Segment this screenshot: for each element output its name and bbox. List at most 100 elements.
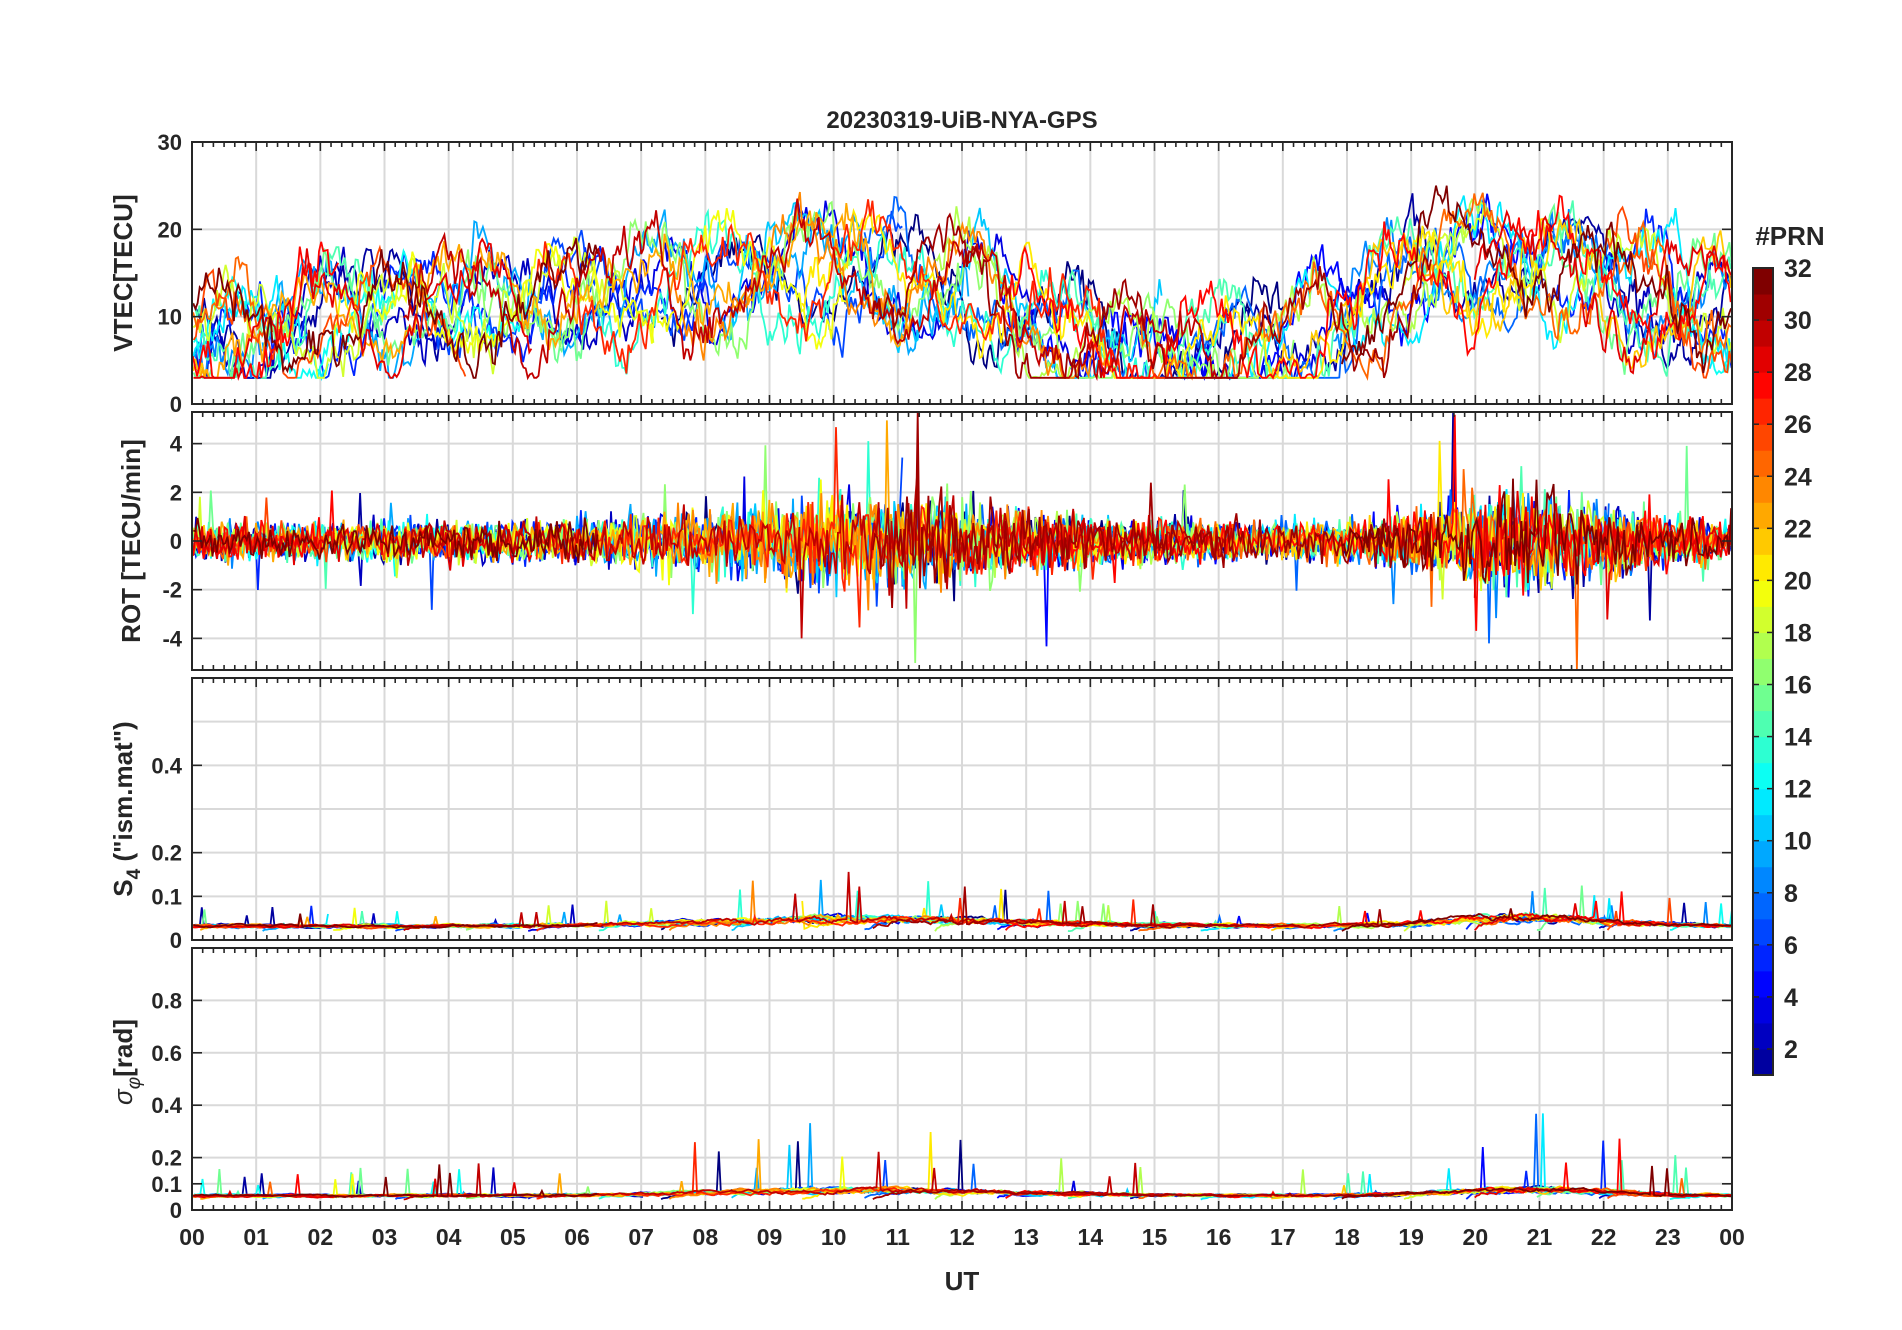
- colorbar-segment-prn-29: [1753, 346, 1773, 373]
- panel-sigma-frame: [191, 947, 1733, 1211]
- y-tick-label: 0.2: [151, 841, 182, 866]
- x-tick-label: 04: [436, 1224, 462, 1250]
- x-tick-label: 14: [1078, 1224, 1104, 1250]
- x-tick-label: 05: [500, 1224, 526, 1250]
- panel-s4-grid: [192, 678, 1732, 940]
- panel-vtec-series: [192, 185, 1732, 382]
- colorbar-segment-prn-18: [1753, 632, 1773, 659]
- y-tick-label: -2: [162, 578, 182, 603]
- series-line-prn-30: [402, 474, 1239, 639]
- colorbar-segment-prn-6: [1753, 944, 1773, 972]
- colorbar-segment-prn-12: [1753, 788, 1773, 816]
- series-line-prn-28: [1004, 194, 1732, 380]
- colorbar-tick-label: 14: [1784, 724, 1812, 752]
- series-line-prn-32: [1341, 478, 1732, 585]
- panel-s4-series: [192, 871, 1732, 933]
- colorbar-segment-prn-4: [1753, 996, 1773, 1024]
- x-tick-label: 19: [1398, 1224, 1424, 1250]
- panel-sigma-grid: [192, 948, 1732, 1210]
- series-line-prn-32: [1341, 185, 1732, 374]
- colorbar-tick-label: 2: [1784, 1036, 1798, 1064]
- panel-sigma-ylabel-main: σ: [108, 1088, 138, 1105]
- colorbar-segment-prn-14: [1753, 736, 1773, 764]
- x-tick-label: 18: [1334, 1224, 1360, 1250]
- panel-s4-frame: [191, 677, 1733, 941]
- x-tick-label: 02: [308, 1224, 334, 1250]
- panel-vtec-ylabel: VTEC[TECU]: [108, 194, 138, 351]
- colorbar-tick-label: 8: [1784, 880, 1798, 908]
- colorbar-segment-prn-28: [1753, 372, 1773, 399]
- colorbar-segment-prn-10: [1753, 840, 1773, 868]
- x-tick-label: 22: [1591, 1224, 1617, 1250]
- x-tick-label: 00: [1719, 1224, 1745, 1250]
- panel-vtec: 0 10 20 30 VTEC[TECU]: [108, 130, 1733, 417]
- series-line-prn-32: [193, 517, 599, 564]
- y-tick-label: -4: [162, 626, 182, 651]
- colorbar-segment-prn-11: [1753, 814, 1773, 842]
- panel-vtec-frame: [191, 141, 1733, 405]
- colorbar-segment-prn-17: [1753, 658, 1773, 686]
- y-tick-label: 0: [170, 1198, 182, 1223]
- series-line-prn-26: [1606, 205, 1732, 379]
- x-tick-label: 16: [1206, 1224, 1232, 1250]
- colorbar-segment-prn-5: [1753, 970, 1773, 998]
- x-tick-label: 21: [1527, 1224, 1553, 1250]
- x-tick-label: 10: [821, 1224, 847, 1250]
- colorbar-tick-label: 22: [1784, 515, 1812, 543]
- series-line-prn-21: [801, 207, 1554, 380]
- series-line-prn-25: [192, 255, 274, 333]
- x-tick-label: 00: [179, 1224, 205, 1250]
- y-tick-label: 0.6: [151, 1041, 182, 1066]
- series-line-prn-32: [193, 913, 598, 929]
- colorbar-segment-prn-24: [1753, 476, 1773, 503]
- x-axis-label: UT: [945, 1266, 980, 1296]
- colorbar-segment-prn-30: [1753, 320, 1773, 347]
- series-line-prn-31: [871, 212, 1432, 380]
- y-tick-label: 0.2: [151, 1146, 182, 1171]
- colorbar-segment-prn-19: [1753, 606, 1773, 633]
- series-line-prn-31: [872, 1188, 1432, 1200]
- colorbar-segment-prn-26: [1753, 424, 1773, 451]
- series-line-prn-30: [403, 1151, 1238, 1201]
- panel-s4: 0 0.1 0.2 0.4 S4 ("ism.mat"): [108, 677, 1733, 953]
- colorbar-segment-prn-15: [1753, 710, 1773, 738]
- series-line-prn-15: [1067, 200, 1732, 380]
- colorbar-tick-label: 18: [1784, 619, 1812, 647]
- panel-rot-frame: [191, 411, 1733, 671]
- colorbar-tick-label: 32: [1784, 255, 1812, 283]
- colorbar-tick-label: 4: [1784, 984, 1798, 1012]
- colorbar-segment-prn-16: [1753, 684, 1773, 712]
- series-line-prn-29: [1473, 490, 1732, 620]
- y-tick-label: 0: [170, 928, 182, 953]
- series-line-prn-20: [332, 208, 847, 360]
- x-tick-label: 20: [1463, 1224, 1489, 1250]
- y-tick-label: 10: [158, 305, 182, 330]
- panel-rot: -4 -2 0 2 4 ROT [TECU/min]: [116, 411, 1733, 671]
- panel-sigma-ticks: 00.10.2 0.4 0.6 0.8: [151, 948, 1733, 1223]
- colorbar-segment-prn-22: [1753, 528, 1773, 555]
- series-line-prn-29: [193, 237, 533, 381]
- x-tick-label: 13: [1013, 1224, 1039, 1250]
- y-tick-label: 0: [170, 392, 182, 417]
- panel-s4-ylabel-rest: ("ism.mat"): [108, 721, 138, 868]
- y-tick-label: 0.8: [151, 988, 182, 1013]
- colorbar-segment-prn-27: [1753, 398, 1773, 425]
- panel-s4-ylabel: S4 ("ism.mat"): [108, 721, 145, 896]
- panel-rot-ylabel: ROT [TECU/min]: [116, 439, 146, 643]
- panel-s4-ylabel-main: S: [108, 879, 138, 896]
- chart-title: 20230319-UiB-NYA-GPS: [826, 107, 1097, 134]
- series-line-prn-32: [192, 237, 599, 379]
- colorbar-segment-prn-21: [1753, 554, 1773, 581]
- colorbar-segment-prn-7: [1753, 918, 1773, 946]
- series-line-prn-32: [193, 1164, 598, 1199]
- panel-sigma-series: [192, 1113, 1732, 1201]
- colorbar-segment-prn-25: [1753, 450, 1773, 477]
- colorbar-tick-label: 28: [1784, 359, 1812, 387]
- colorbar-segment-prn-9: [1753, 866, 1773, 894]
- colorbar-tick-label: 26: [1784, 411, 1812, 439]
- colorbar-segment-prn-31: [1753, 294, 1773, 321]
- x-tick-label: 06: [564, 1224, 590, 1250]
- panel-rot-grid: [192, 412, 1732, 670]
- panel-sigma-ylabel-sub: φ: [124, 1077, 145, 1089]
